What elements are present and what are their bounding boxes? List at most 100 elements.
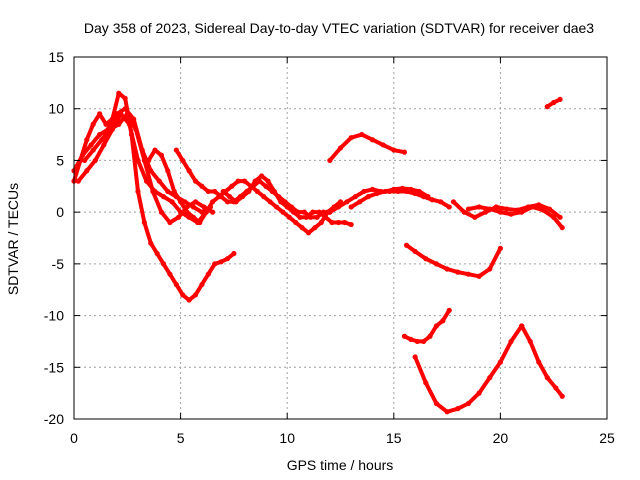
data-point — [508, 211, 514, 217]
data-point — [224, 256, 231, 262]
y-tick-label: 5 — [56, 152, 64, 168]
data-point — [551, 214, 557, 220]
y-tick-label: 0 — [56, 204, 64, 220]
data-point — [227, 194, 233, 200]
data-point — [335, 219, 341, 226]
data-point — [316, 209, 322, 215]
data-point — [82, 157, 88, 164]
data-point — [329, 219, 335, 226]
data-point — [96, 131, 103, 138]
data-point — [414, 338, 420, 345]
data-point — [171, 188, 177, 195]
data-point — [220, 188, 226, 195]
data-point — [197, 219, 203, 226]
data-point — [438, 199, 444, 205]
data-point — [433, 261, 440, 267]
data-point — [173, 147, 179, 153]
data-point — [423, 256, 429, 262]
data-point — [99, 137, 105, 143]
data-point — [465, 271, 472, 277]
data-point — [401, 333, 408, 339]
data-point — [235, 178, 241, 184]
data-point — [352, 194, 359, 200]
data-point — [122, 95, 128, 101]
data-point — [408, 186, 414, 192]
data-point — [557, 96, 563, 103]
series-arc-7 — [220, 173, 354, 228]
data-point — [273, 204, 280, 210]
data-point — [212, 188, 218, 195]
data-point — [173, 281, 179, 288]
data-point — [327, 209, 333, 215]
data-point — [218, 194, 224, 200]
data-point — [314, 214, 320, 220]
y-axis-title: SDTVAR / TECUs — [5, 183, 21, 295]
data-point — [218, 259, 224, 265]
data-point — [450, 199, 457, 205]
data-point — [412, 248, 418, 255]
data-point — [391, 186, 397, 192]
data-point — [190, 214, 196, 220]
data-point — [476, 390, 482, 396]
data-point — [544, 375, 550, 381]
data-point — [559, 225, 565, 231]
data-point — [427, 333, 433, 339]
data-point — [369, 137, 376, 143]
data-point — [380, 142, 386, 148]
data-point — [231, 250, 237, 257]
data-point — [301, 209, 307, 215]
series-arc-17 — [544, 96, 563, 110]
data-point — [446, 204, 452, 210]
data-point — [559, 393, 565, 399]
x-tick-label: 20 — [493, 430, 509, 446]
data-point — [344, 199, 350, 205]
data-point — [476, 204, 482, 210]
data-point — [527, 338, 533, 345]
data-point — [90, 147, 96, 153]
data-point — [536, 202, 542, 208]
data-point — [361, 188, 367, 195]
data-point — [135, 157, 141, 164]
data-point — [423, 380, 429, 386]
data-point — [160, 261, 167, 267]
data-point — [497, 359, 503, 365]
data-point — [374, 190, 380, 197]
series-line — [466, 205, 565, 230]
data-point — [122, 106, 128, 112]
data-point — [199, 183, 205, 189]
y-tick-label: -15 — [44, 359, 64, 375]
data-point — [401, 149, 408, 155]
data-point — [546, 206, 553, 212]
series-arc-10 — [327, 131, 408, 164]
data-point — [553, 385, 559, 391]
data-point — [557, 214, 563, 220]
series-arc-9 — [348, 185, 431, 210]
data-point — [141, 157, 147, 164]
data-point — [465, 206, 472, 212]
data-point — [239, 194, 246, 200]
data-point — [493, 204, 499, 210]
data-point — [205, 271, 211, 277]
data-point — [318, 219, 324, 226]
data-point — [252, 178, 258, 184]
y-tick-label: 10 — [48, 101, 64, 117]
data-point — [286, 214, 292, 220]
data-point — [165, 168, 171, 174]
data-point — [84, 137, 90, 143]
data-point — [280, 209, 286, 215]
data-point — [209, 199, 216, 205]
plot-area — [71, 90, 565, 415]
x-tick-label: 0 — [70, 430, 78, 446]
series-arc-12 — [401, 307, 452, 345]
data-point — [184, 209, 190, 215]
x-tick-label: 5 — [177, 430, 185, 446]
y-tick-label: 15 — [48, 49, 64, 65]
data-point — [540, 207, 546, 213]
data-point — [348, 221, 354, 228]
data-point — [154, 250, 160, 257]
data-point — [299, 225, 305, 231]
data-point — [365, 194, 371, 200]
data-point — [156, 178, 162, 184]
series-line — [76, 111, 209, 225]
